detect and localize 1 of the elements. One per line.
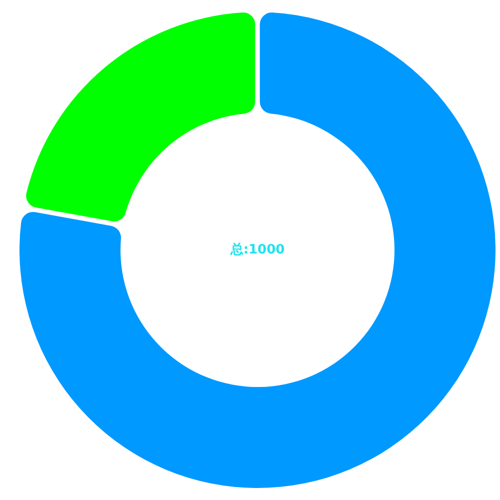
text: 总:1000 — [229, 242, 285, 258]
